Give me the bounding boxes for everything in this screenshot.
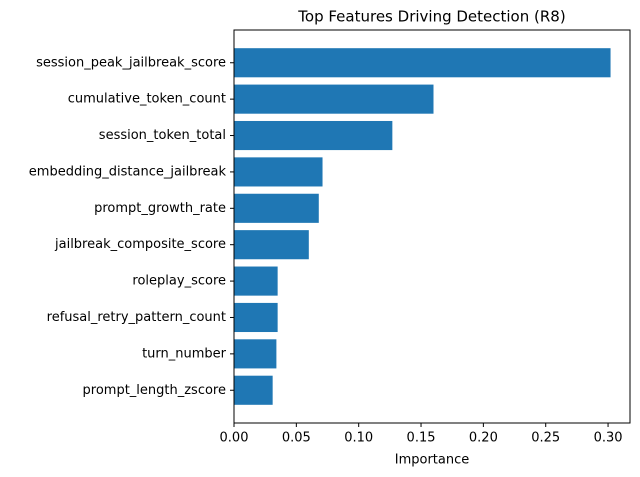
x-axis-label: Importance [395,453,470,468]
x-tick-label: 0.00 [220,431,249,446]
x-tick-label: 0.25 [531,431,560,446]
x-tick-label: 0.05 [282,431,311,446]
bar [234,375,273,405]
plot-frame [233,29,631,424]
bar [234,302,278,333]
y-tick-label: prompt_growth_rate [94,201,226,216]
bar [234,120,393,151]
y-tick-label: prompt_length_zscore [83,383,226,398]
bar [234,48,611,78]
y-tick-label: refusal_retry_pattern_count [47,310,226,325]
x-tick-label: 0.30 [594,431,623,446]
y-tick-label: turn_number [142,346,227,361]
x-tick-label: 0.10 [344,431,373,446]
y-tick-label: embedding_distance_jailbreak [29,164,227,179]
bar [234,193,319,223]
y-tick-label: session_peak_jailbreak_score [36,55,226,70]
y-tick-label: jailbreak_composite_score [54,237,226,252]
bar [234,157,323,187]
chart-title: Top Features Driving Detection (R8) [297,8,565,26]
y-tick-label: session_token_total [99,128,226,143]
bar [234,266,278,296]
bar [234,230,309,260]
x-tick-label: 0.15 [407,431,436,446]
bar [234,84,434,114]
bar [234,339,277,369]
x-tick-label: 0.20 [469,431,498,446]
y-tick-label: roleplay_score [132,274,226,289]
y-tick-label: cumulative_token_count [68,92,226,107]
